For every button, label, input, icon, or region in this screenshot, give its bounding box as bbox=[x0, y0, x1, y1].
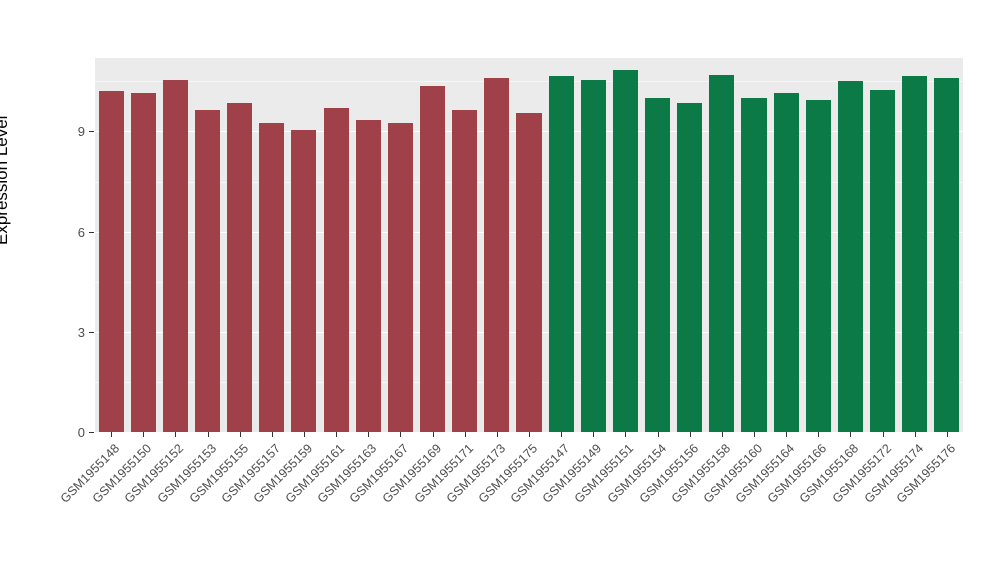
bar-GSM1955151 bbox=[612, 69, 638, 432]
y-tick-label: 9 bbox=[77, 124, 85, 140]
bar-GSM1955176 bbox=[934, 78, 960, 432]
bar-GSM1955164 bbox=[773, 93, 799, 432]
y-tick-mark bbox=[89, 331, 94, 333]
bar-GSM1955174 bbox=[902, 76, 928, 432]
x-tick-mark bbox=[432, 432, 434, 437]
plot-panel bbox=[95, 58, 963, 433]
x-tick-mark bbox=[754, 432, 756, 437]
y-tick-mark bbox=[89, 231, 94, 233]
y-tick-label: 0 bbox=[77, 425, 85, 440]
x-tick-mark bbox=[271, 432, 273, 437]
x-tick-mark bbox=[786, 432, 788, 437]
x-tick-mark bbox=[850, 432, 852, 437]
bar-GSM1955155 bbox=[227, 103, 253, 432]
x-tick-mark bbox=[689, 432, 691, 437]
y-tick-mark bbox=[89, 131, 94, 133]
x-tick-mark bbox=[625, 432, 627, 437]
x-tick-mark bbox=[239, 432, 241, 437]
y-tick-label: 3 bbox=[77, 324, 85, 340]
x-tick-mark bbox=[914, 432, 916, 437]
y-tick-label: 6 bbox=[77, 224, 85, 240]
bar-GSM1955149 bbox=[580, 79, 606, 432]
bar-GSM1955157 bbox=[259, 123, 285, 432]
x-tick-mark bbox=[657, 432, 659, 437]
y-axis-title: Expression Level bbox=[0, 115, 11, 245]
bar-GSM1955161 bbox=[323, 108, 349, 432]
bar-GSM1955152 bbox=[162, 79, 188, 432]
x-tick-mark bbox=[143, 432, 145, 437]
bar-GSM1955163 bbox=[355, 119, 381, 432]
x-tick-mark bbox=[721, 432, 723, 437]
bar-GSM1955168 bbox=[837, 81, 863, 432]
bar-GSM1955156 bbox=[677, 103, 703, 432]
bar-GSM1955159 bbox=[291, 129, 317, 432]
x-tick-mark bbox=[368, 432, 370, 437]
bar-GSM1955173 bbox=[484, 78, 510, 432]
bar-GSM1955160 bbox=[741, 98, 767, 432]
bar-GSM1955169 bbox=[420, 86, 446, 432]
x-tick-mark bbox=[496, 432, 498, 437]
bar-GSM1955171 bbox=[452, 109, 478, 432]
x-tick-mark bbox=[336, 432, 338, 437]
x-tick-mark bbox=[111, 432, 113, 437]
x-tick-mark bbox=[175, 432, 177, 437]
x-tick-mark bbox=[400, 432, 402, 437]
bar-GSM1955158 bbox=[709, 74, 735, 432]
x-tick-mark bbox=[946, 432, 948, 437]
bar-GSM1955175 bbox=[516, 113, 542, 432]
x-tick-mark bbox=[882, 432, 884, 437]
x-tick-mark bbox=[464, 432, 466, 437]
bar-GSM1955166 bbox=[805, 99, 831, 432]
x-tick-mark bbox=[593, 432, 595, 437]
gridline-minor bbox=[95, 81, 963, 83]
bar-GSM1955167 bbox=[387, 123, 413, 432]
y-tick-mark bbox=[89, 432, 94, 433]
x-tick-mark bbox=[529, 432, 530, 437]
bar-GSM1955172 bbox=[870, 89, 896, 432]
bar-GSM1955147 bbox=[548, 76, 574, 432]
x-tick-mark bbox=[303, 432, 305, 437]
bar-GSM1955154 bbox=[645, 98, 671, 432]
bar-GSM1955150 bbox=[130, 93, 156, 432]
bar-GSM1955153 bbox=[194, 109, 221, 432]
bar-GSM1955148 bbox=[98, 91, 124, 432]
x-tick-mark bbox=[207, 432, 209, 437]
x-tick-mark bbox=[561, 432, 563, 437]
x-tick-mark bbox=[818, 432, 820, 437]
